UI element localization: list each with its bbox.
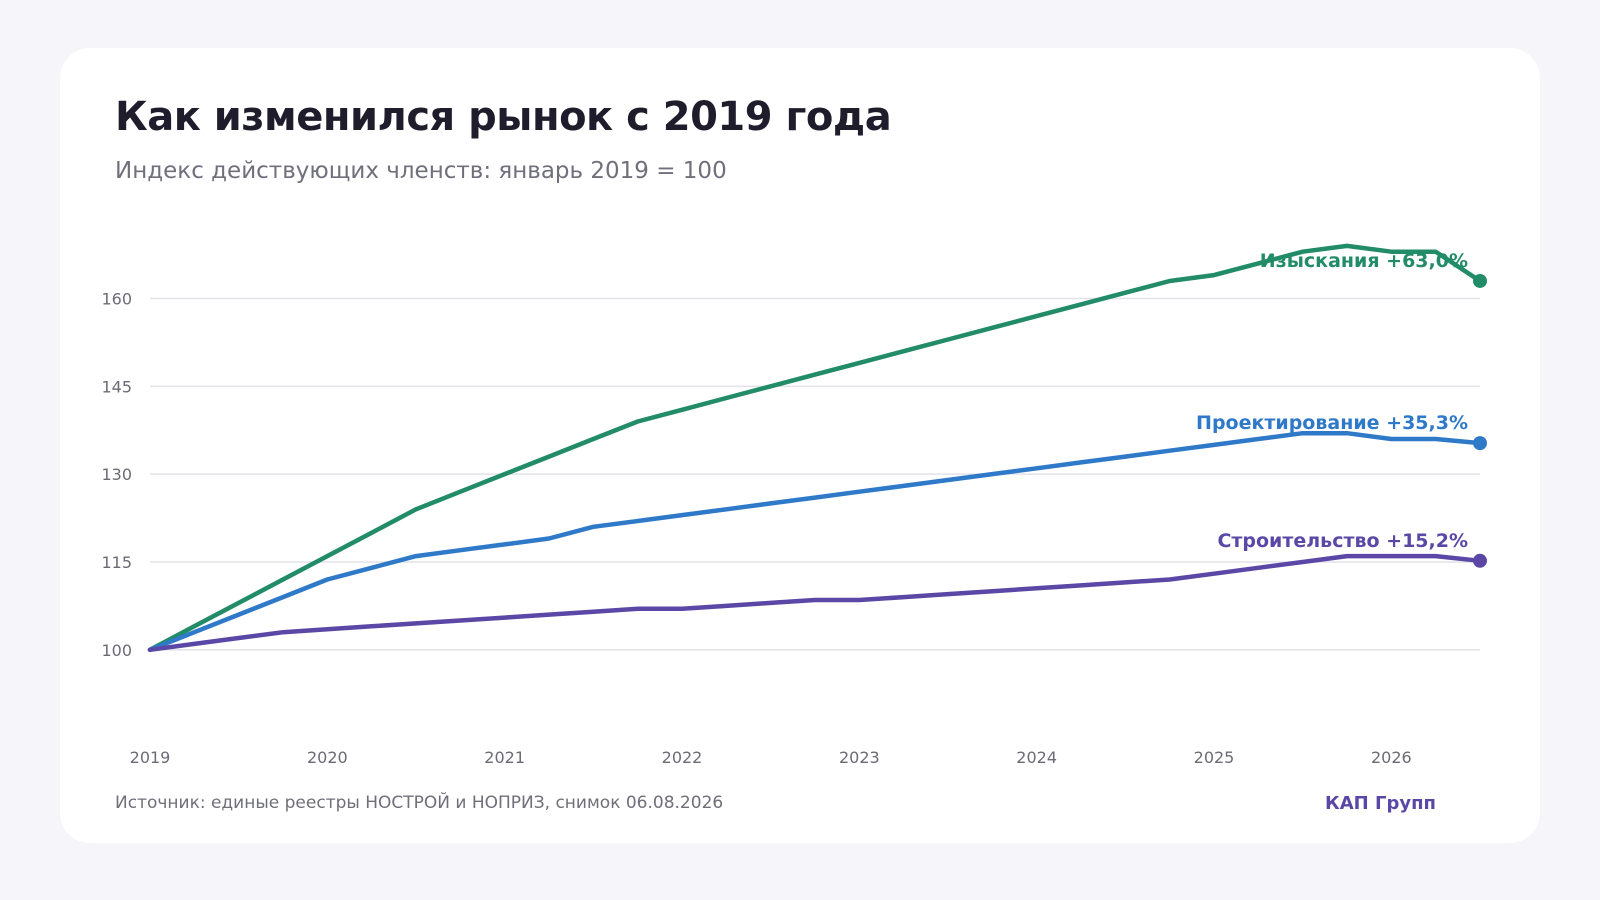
- y-tick-label: 130: [101, 465, 132, 484]
- series-line-2: [147, 553, 1483, 653]
- source-note: Источник: единые реестры НОСТРОЙ и НОПРИ…: [115, 793, 724, 813]
- series-name: Строительство: [1217, 530, 1386, 552]
- page-title: Как изменился рынок с 2019 года: [115, 94, 892, 140]
- x-tick-label: 2024: [1016, 748, 1057, 767]
- series-change: +15,2%: [1386, 530, 1468, 552]
- series-end-label-0: Изыскания +63,0%: [1260, 250, 1468, 272]
- series-end-label-2: Строительство +15,2%: [1217, 530, 1468, 552]
- y-tick-label: 160: [101, 290, 132, 309]
- x-tick-label: 2021: [484, 748, 525, 767]
- x-tick-label: 2020: [307, 748, 348, 767]
- series-end-marker-1: [1473, 436, 1487, 451]
- page-subtitle: Индекс действующих членств: январь 2019 …: [115, 158, 727, 184]
- series-end-marker-0: [1473, 273, 1487, 288]
- series-line-1: [147, 430, 1483, 653]
- series-name: Изыскания: [1260, 250, 1386, 272]
- series-line-0: [147, 243, 1483, 653]
- x-tick-label: 2022: [662, 748, 703, 767]
- y-tick-label: 100: [101, 641, 132, 660]
- series-end-label-1: Проектирование +35,3%: [1196, 412, 1468, 434]
- x-tick-label: 2019: [130, 748, 171, 767]
- chart-card: [60, 48, 1540, 843]
- series-change: +63,0%: [1386, 250, 1468, 272]
- y-tick-label: 145: [101, 377, 132, 396]
- series-end-marker-2: [1473, 553, 1487, 568]
- series-change: +35,3%: [1386, 412, 1468, 434]
- series-name: Проектирование: [1196, 412, 1386, 434]
- y-tick-label: 115: [101, 553, 132, 572]
- x-tick-label: 2025: [1194, 748, 1235, 767]
- brand-label: КАП Групп: [1325, 793, 1436, 814]
- x-tick-label: 2023: [839, 748, 880, 767]
- x-tick-label: 2026: [1371, 748, 1412, 767]
